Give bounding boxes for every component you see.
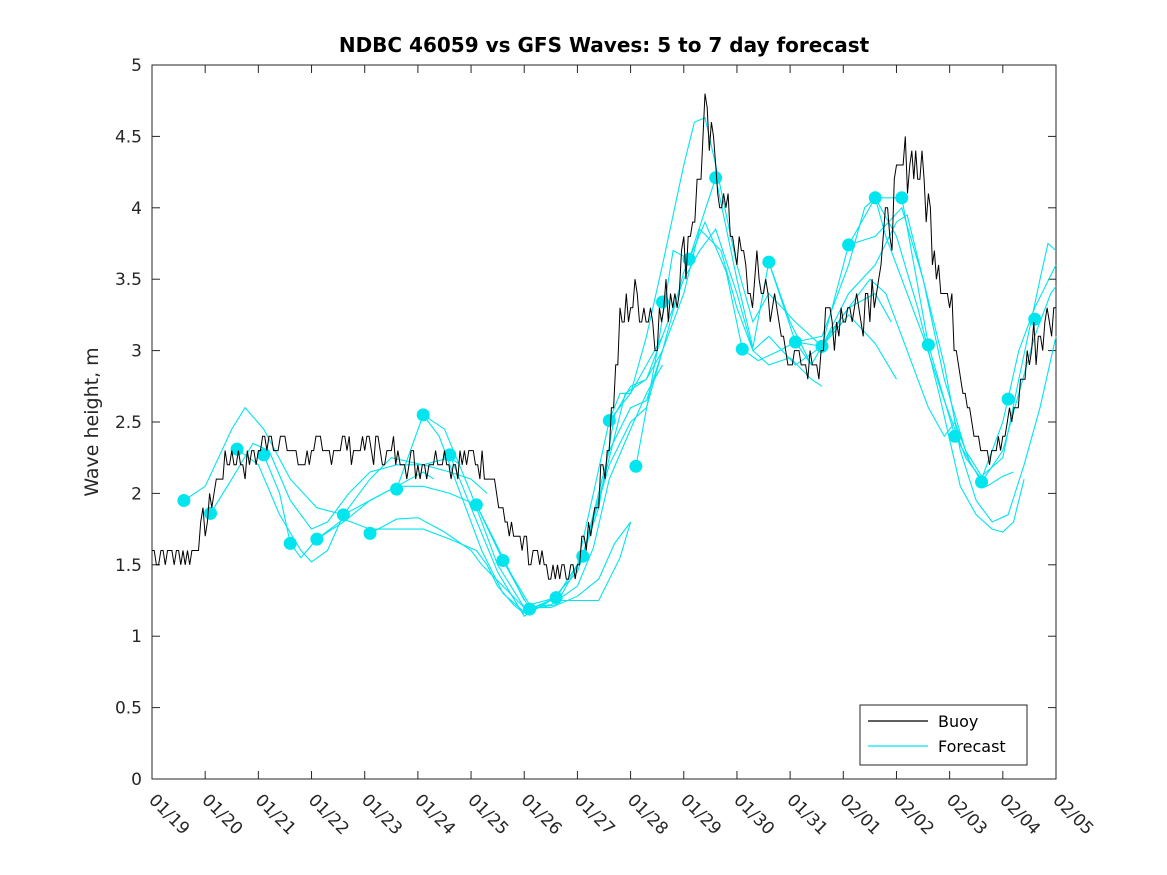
legend-forecast-label: Forecast bbox=[938, 737, 1006, 756]
buoy-line-group bbox=[152, 93, 1056, 580]
legend-box bbox=[859, 704, 1028, 766]
forecast-line bbox=[608, 117, 897, 421]
forecast-marker bbox=[895, 191, 909, 205]
x-tick-label: 01/25 bbox=[464, 790, 513, 839]
forecast-line bbox=[396, 413, 632, 613]
y-tick-label: 0 bbox=[131, 770, 142, 790]
x-tick-label: 01/28 bbox=[623, 790, 672, 839]
forecast-marker bbox=[283, 536, 297, 550]
forecast-marker bbox=[921, 338, 935, 352]
chart-title: NDBC 46059 vs GFS Waves: 5 to 7 day fore… bbox=[339, 33, 870, 57]
x-tick-label: 01/30 bbox=[729, 790, 778, 839]
forecast-line bbox=[821, 214, 1057, 478]
forecast-marker bbox=[762, 255, 776, 269]
x-tick-label: 01/26 bbox=[517, 790, 566, 839]
y-tick-label: 1.5 bbox=[115, 556, 142, 576]
x-tick-label: 02/02 bbox=[889, 790, 938, 839]
forecast-marker bbox=[842, 238, 856, 252]
forecast-marker bbox=[576, 549, 590, 563]
forecast-line bbox=[369, 517, 632, 609]
y-tick-label: 0.5 bbox=[115, 699, 142, 719]
x-tick-label: 01/20 bbox=[198, 790, 247, 839]
x-tick-label: 02/05 bbox=[1048, 790, 1097, 839]
buoy-line bbox=[152, 93, 1056, 580]
forecast-marker bbox=[443, 448, 457, 462]
forecast-marker bbox=[602, 414, 616, 428]
forecast-line bbox=[874, 197, 1025, 533]
forecast-marker bbox=[310, 532, 324, 546]
y-tick-label: 5 bbox=[131, 56, 142, 76]
forecast-line bbox=[422, 364, 663, 609]
forecast-marker bbox=[682, 252, 696, 266]
forecast-marker bbox=[868, 191, 882, 205]
forecast-markers bbox=[177, 171, 1042, 616]
y-tick-label: 4.5 bbox=[115, 127, 142, 147]
forecast-marker bbox=[735, 342, 749, 356]
forecast-marker bbox=[549, 591, 563, 605]
y-tick-label: 3 bbox=[131, 342, 142, 362]
x-tick-label: 01/27 bbox=[570, 790, 619, 839]
x-tick-label: 01/23 bbox=[357, 790, 406, 839]
x-tick-label: 01/24 bbox=[410, 790, 459, 839]
y-tick-label: 3.5 bbox=[115, 270, 142, 290]
forecast-marker bbox=[496, 554, 510, 568]
x-tick-label: 01/19 bbox=[144, 790, 193, 839]
forecast-line bbox=[582, 228, 892, 557]
forecast-marker bbox=[203, 506, 217, 520]
forecast-line bbox=[475, 336, 663, 610]
forecast-marker bbox=[416, 408, 430, 422]
x-tick-label: 01/31 bbox=[783, 790, 832, 839]
forecast-marker bbox=[975, 475, 989, 489]
y-tick-label: 4 bbox=[131, 199, 142, 219]
forecast-marker bbox=[948, 429, 962, 443]
forecast-marker bbox=[230, 442, 244, 456]
forecast-marker bbox=[257, 448, 271, 462]
y-axis: 0 0.5 1 1.5 2 2.5 3 3.5 4 4.5 5 bbox=[115, 56, 1056, 790]
x-tick-label: 02/04 bbox=[995, 790, 1044, 839]
legend: Buoy Forecast bbox=[859, 704, 1028, 766]
x-tick-label: 02/01 bbox=[836, 790, 885, 839]
x-tick-label: 01/21 bbox=[251, 790, 300, 839]
forecast-marker bbox=[1001, 392, 1015, 406]
forecast-line bbox=[183, 406, 435, 516]
legend-buoy-label: Buoy bbox=[938, 712, 978, 731]
forecast-marker bbox=[363, 526, 377, 540]
forecast-marker bbox=[629, 459, 643, 473]
y-tick-label: 2.5 bbox=[115, 413, 142, 433]
x-tick-label: 01/29 bbox=[676, 790, 725, 839]
x-tick-label: 02/03 bbox=[942, 790, 991, 839]
y-tick-label: 1 bbox=[131, 627, 142, 647]
forecast-marker bbox=[390, 482, 404, 496]
y-axis-label: Wave height, m bbox=[81, 347, 103, 496]
forecast-marker bbox=[788, 335, 802, 349]
forecast-marker bbox=[177, 494, 191, 508]
forecast-marker bbox=[709, 171, 723, 185]
forecast-line bbox=[529, 220, 812, 610]
forecast-line bbox=[848, 206, 1057, 523]
y-tick-label: 2 bbox=[131, 484, 142, 504]
forecast-marker bbox=[815, 339, 829, 353]
forecast-marker bbox=[336, 508, 350, 522]
forecast-marker bbox=[469, 498, 483, 512]
forecast-marker bbox=[1028, 312, 1042, 326]
forecast-marker bbox=[655, 295, 669, 309]
forecast-marker bbox=[523, 602, 537, 616]
x-tick-label: 01/22 bbox=[304, 790, 353, 839]
